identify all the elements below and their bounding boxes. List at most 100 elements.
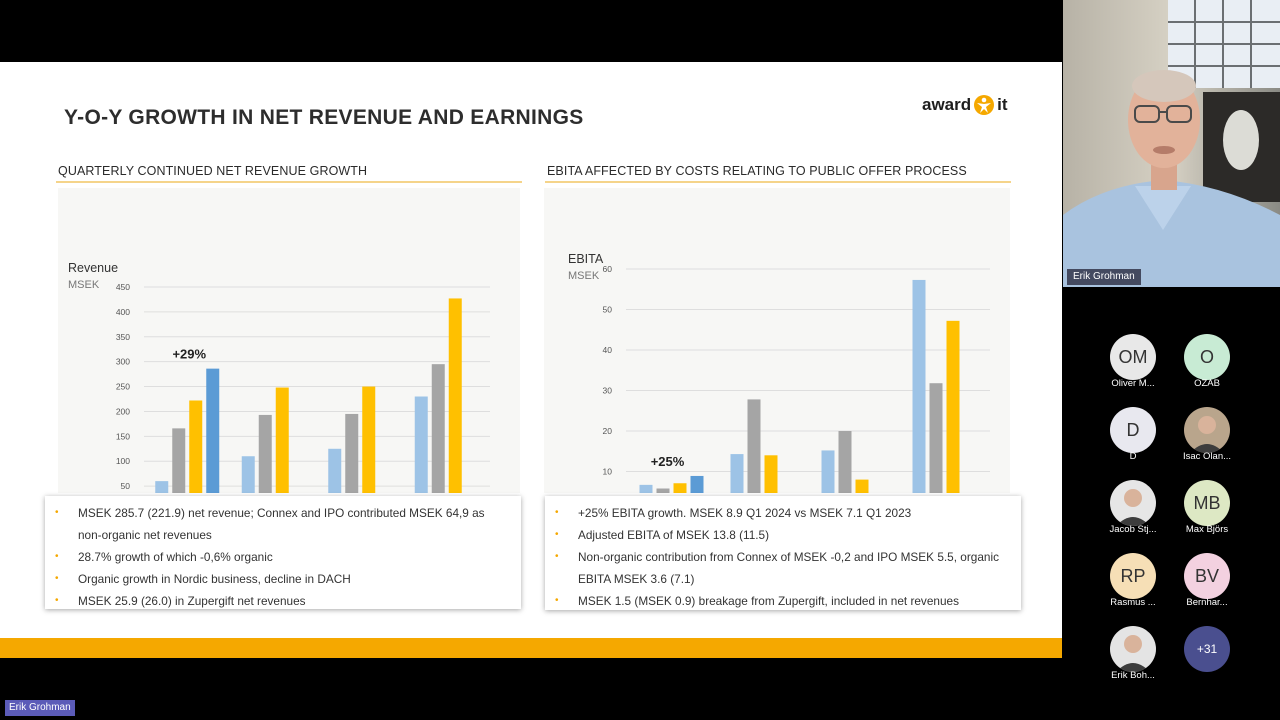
bar-2023-Q3	[855, 479, 869, 493]
right-panel-title: EBITA AFFECTED BY COSTS RELATING TO PUBL…	[547, 164, 967, 178]
bar-2021-Q2	[730, 454, 744, 493]
left-bullet-4: MSEK 25.9 (26.0) in Zupergift net revenu…	[55, 590, 511, 612]
slide-title: Y-O-Y GROWTH IN NET REVENUE AND EARNINGS	[64, 106, 584, 129]
avatar: O	[1184, 334, 1230, 380]
bar-2021-Q4	[912, 279, 926, 493]
avatar: OM	[1110, 334, 1156, 380]
y-tick-label: 250	[116, 382, 130, 392]
left-panel-rule	[56, 181, 522, 183]
y-tick-label: 50	[603, 305, 613, 315]
participant-tile[interactable]: Jacob Stj...	[1098, 480, 1168, 542]
bar-2023-Q4	[448, 298, 462, 493]
participant-tile[interactable]: BV Bernhar...	[1172, 553, 1242, 615]
bar-2022-Q2	[747, 399, 761, 493]
participant-name: Jacob Stj...	[1109, 524, 1157, 535]
y-tick-label: 60	[603, 264, 613, 274]
right-bullet-3: Non-organic contribution from Connex of …	[555, 546, 1011, 590]
avatar: RP	[1110, 553, 1156, 599]
avatar: +31	[1184, 626, 1230, 672]
slide-footer-bar	[0, 638, 1062, 658]
bar-2022-Q4	[929, 383, 943, 493]
participant-name: Max Björs	[1185, 524, 1229, 535]
logo-text-left: award	[922, 95, 972, 114]
bar-2021-Q4	[414, 396, 428, 493]
y-axis-unit: MSEK	[568, 270, 600, 282]
y-tick-label: 30	[603, 386, 613, 396]
y-tick-label: 350	[116, 332, 130, 342]
participant-name: Oliver M...	[1111, 378, 1155, 389]
participant-tile[interactable]: MB Max Björs	[1172, 480, 1242, 542]
bar-2023-Q1	[673, 483, 687, 493]
bar-2023-Q2	[275, 387, 289, 493]
ebita-chart: EBITAMSEK0102030405060Q1Q2Q3Q4+25%202120…	[544, 188, 1010, 493]
revenue-chart-svg: RevenueMSEK050100150200250300350400450Q1…	[68, 261, 490, 493]
avatar	[1110, 480, 1156, 526]
left-bullet-2: 28.7% growth of which -0,6% organic	[55, 546, 511, 568]
avatar: MB	[1184, 480, 1230, 526]
bar-2021-Q1	[155, 481, 169, 493]
y-tick-label: 400	[116, 307, 130, 317]
growth-annotation: +29%	[172, 347, 206, 362]
participant-name: Bernhar...	[1186, 597, 1228, 608]
left-panel-title: QUARTERLY CONTINUED NET REVENUE GROWTH	[58, 164, 368, 178]
bar-2023-Q1	[189, 400, 203, 493]
avatar	[1110, 626, 1156, 672]
bar-2024-Q1	[690, 475, 704, 493]
bar-2022-Q2	[258, 414, 272, 493]
y-tick-label: 200	[116, 406, 130, 416]
participant-tile[interactable]: Isac Olan...	[1172, 407, 1242, 469]
bar-2023-Q4	[946, 320, 960, 493]
bar-2022-Q3	[345, 413, 359, 493]
left-bullet-list: MSEK 285.7 (221.9) net revenue; Connex a…	[45, 496, 521, 612]
bar-2023-Q2	[764, 455, 778, 493]
avatar: BV	[1184, 553, 1230, 599]
active-speaker-label: Erik Grohman	[5, 700, 75, 716]
y-axis-unit: MSEK	[68, 279, 100, 291]
presenter-video[interactable]: Erik Grohman	[1063, 0, 1280, 287]
right-bullet-1: +25% EBITA growth. MSEK 8.9 Q1 2024 vs M…	[555, 502, 1011, 524]
star-person-icon	[974, 95, 995, 115]
y-axis-title: EBITA	[568, 252, 604, 266]
y-axis-title: Revenue	[68, 261, 118, 275]
avatar: D	[1110, 407, 1156, 453]
bar-2022-Q4	[431, 364, 445, 493]
bar-2023-Q3	[362, 386, 376, 493]
bar-2022-Q3	[838, 431, 852, 493]
bar-2021-Q1	[639, 484, 653, 493]
participant-tile[interactable]: O OZAB	[1172, 334, 1242, 396]
participant-name: D	[1129, 451, 1137, 462]
avatar	[1184, 407, 1230, 453]
participant-tile[interactable]: Erik Boh...	[1098, 626, 1168, 688]
ebita-chart-svg: EBITAMSEK0102030405060Q1Q2Q3Q4+25%202120…	[568, 252, 990, 493]
participant-tile[interactable]: +31	[1172, 626, 1242, 688]
left-bullet-3: Organic growth in Nordic business, decli…	[55, 568, 511, 590]
right-bullet-list: +25% EBITA growth. MSEK 8.9 Q1 2024 vs M…	[545, 496, 1021, 612]
right-bullet-4: MSEK 1.5 (MSEK 0.9) breakage from Zuperg…	[555, 590, 1011, 612]
y-tick-label: 300	[116, 357, 130, 367]
right-panel-rule	[545, 181, 1011, 183]
participant-name: OZAB	[1194, 378, 1220, 389]
bar-2021-Q3	[821, 450, 835, 493]
participant-name: Erik Boh...	[1111, 670, 1155, 681]
y-tick-label: 100	[116, 456, 130, 466]
bar-2022-Q1	[172, 428, 186, 493]
y-tick-label: 20	[603, 426, 613, 436]
growth-annotation: +25%	[651, 454, 685, 469]
participant-tile[interactable]: RP Rasmus ...	[1098, 553, 1168, 615]
bar-2024-Q1	[206, 368, 220, 493]
bar-2021-Q2	[241, 456, 255, 493]
award-it-logo: award it	[922, 93, 1008, 117]
y-tick-label: 450	[116, 282, 130, 292]
presenter-name-tag: Erik Grohman	[1067, 269, 1141, 285]
y-tick-label: 150	[116, 431, 130, 441]
participant-name: Rasmus ...	[1110, 597, 1156, 608]
left-bullet-1: MSEK 285.7 (221.9) net revenue; Connex a…	[55, 502, 511, 546]
bar-2021-Q3	[328, 448, 342, 493]
shared-slide: Y-O-Y GROWTH IN NET REVENUE AND EARNINGS…	[0, 62, 1062, 658]
participant-tile[interactable]: OM Oliver M...	[1098, 334, 1168, 396]
right-bullet-2: Adjusted EBITA of MSEK 13.8 (11.5)	[555, 524, 1011, 546]
y-tick-label: 10	[603, 467, 613, 477]
presenter-video-image	[1063, 0, 1280, 287]
